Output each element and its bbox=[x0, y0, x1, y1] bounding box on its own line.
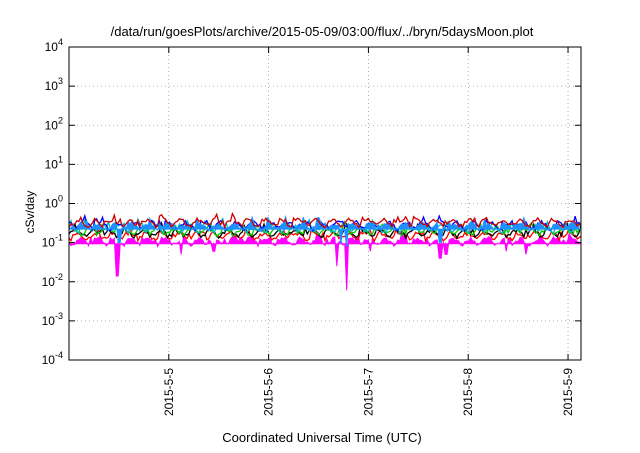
x-tick-label: 2015-5-9 bbox=[561, 368, 575, 416]
y-tick-label: 102 bbox=[45, 115, 63, 132]
y-tick-label: 101 bbox=[45, 154, 63, 171]
x-tick-label: 2015-5-5 bbox=[162, 368, 176, 416]
y-tick-label: 10-4 bbox=[42, 350, 63, 367]
series-line bbox=[68, 211, 582, 230]
grid-lines bbox=[69, 47, 581, 360]
x-tick-label: 2015-5-7 bbox=[361, 368, 375, 416]
y-tick-label: 10-2 bbox=[42, 272, 63, 289]
x-tick-label: 2015-5-6 bbox=[262, 368, 276, 416]
x-axis: 2015-5-5 2015-5-6 2015-5-7 2015-5-8 2015-5-9 bbox=[162, 47, 575, 416]
series-group bbox=[68, 211, 582, 291]
y-axis-label: cSv/day bbox=[23, 191, 37, 234]
y-tick-label: 104 bbox=[45, 37, 63, 54]
y-tick-label: 103 bbox=[45, 76, 63, 93]
chart-title: /data/run/goesPlots/archive/2015-05-09/0… bbox=[111, 24, 534, 39]
series-line bbox=[68, 220, 582, 240]
y-tick-label: 100 bbox=[45, 194, 63, 211]
y-tick-label: 10-1 bbox=[42, 233, 63, 250]
x-axis-label: Coordinated Universal Time (UTC) bbox=[222, 430, 421, 445]
x-tick-label: 2015-5-8 bbox=[461, 368, 475, 416]
y-axis: 10-4 10-3 10-2 10-1 100 101 102 103 104 bbox=[42, 37, 581, 367]
y-tick-label: 10-3 bbox=[42, 311, 63, 328]
series-line bbox=[68, 224, 582, 243]
